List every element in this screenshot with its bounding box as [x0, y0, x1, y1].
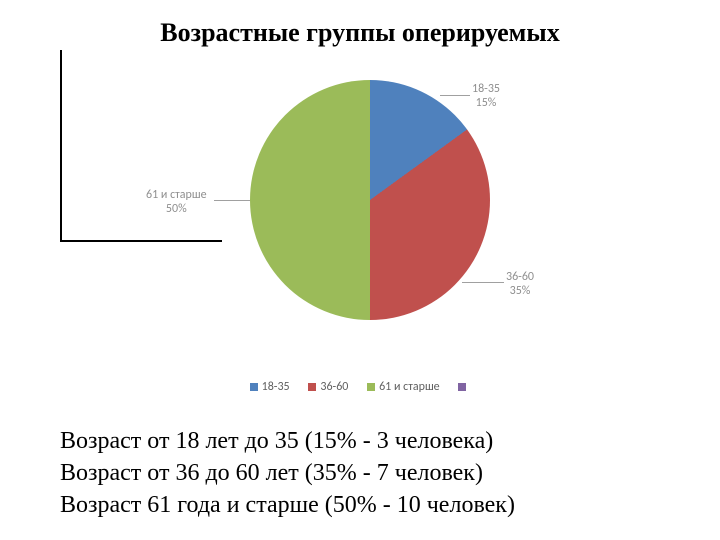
legend-swatch-0 [250, 383, 258, 391]
legend-label-2: 61 и старше [379, 380, 440, 394]
slide-container: Возрастные группы оперируемых 18-35 15% … [0, 0, 720, 540]
legend-swatch-2 [367, 383, 375, 391]
slice-label-1-line1: 35% [510, 284, 531, 298]
slice-label-0-line1: 15% [476, 96, 497, 110]
legend-item-2: 61 и старше [367, 380, 440, 394]
legend-label-0: 18-35 [262, 380, 290, 394]
body-line-2: Возраст 61 года и старше (50% - 10 челов… [60, 492, 515, 519]
legend-label-1: 36-60 [320, 380, 348, 394]
slice-label-1-line0: 36-60 [506, 270, 534, 284]
legend-item-0: 18-35 [250, 380, 290, 394]
chart-legend: 18-35 36-60 61 и старше [0, 380, 720, 394]
slice-label-0-line0: 18-35 [472, 82, 500, 96]
leader-line [462, 282, 504, 283]
slice-label-2-line0: 61 и старше [146, 188, 207, 202]
pie-wrap [250, 80, 490, 320]
slice-label-1: 36-60 35% [506, 270, 534, 299]
legend-swatch-3 [458, 383, 466, 391]
body-line-1: Возраст от 36 до 60 лет (35% - 7 человек… [60, 460, 483, 487]
leader-line [440, 95, 470, 96]
legend-item-1: 36-60 [308, 380, 348, 394]
slice-label-0: 18-35 15% [472, 82, 500, 111]
slice-label-2-line1: 50% [166, 202, 187, 216]
pie-chart: 18-35 15% 36-60 35% 61 и старше 50% [200, 60, 540, 380]
slice-label-2: 61 и старше 50% [146, 188, 207, 217]
chart-title: Возрастные группы оперируемых [0, 18, 720, 48]
body-line-0: Возраст от 18 лет до 35 (15% - 3 человек… [60, 428, 493, 455]
leader-line [214, 200, 250, 201]
legend-item-3 [458, 380, 470, 394]
pie-graphic [250, 80, 490, 320]
legend-swatch-1 [308, 383, 316, 391]
